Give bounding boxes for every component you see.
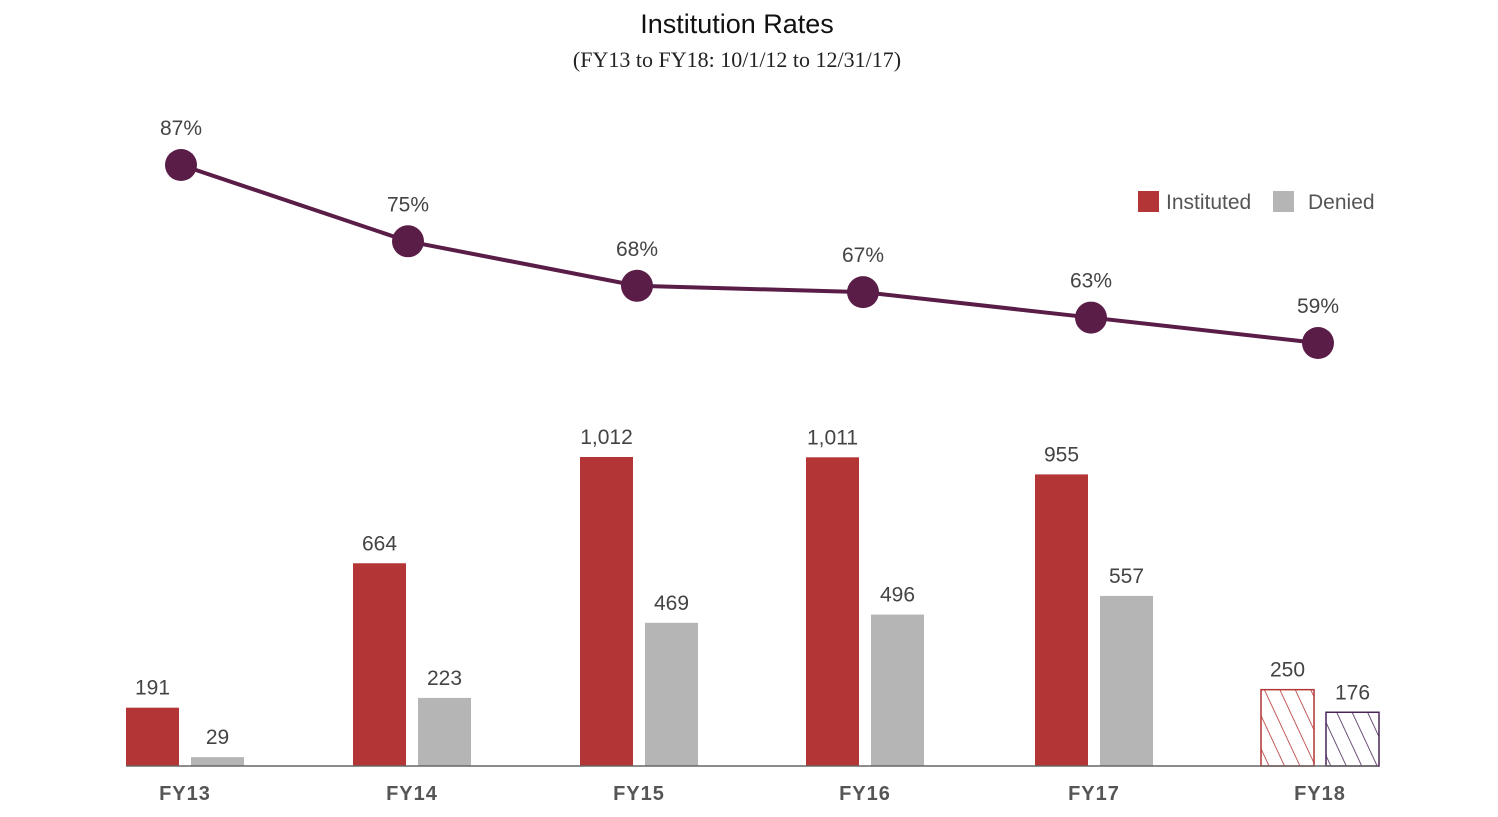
legend: Instituted Denied [1138, 191, 1375, 214]
value-label-denied-fy18: 176 [1335, 681, 1370, 704]
category-label-fy17: FY17 [1068, 783, 1120, 805]
value-label-instituted-fy17: 955 [1044, 443, 1079, 466]
rate-point-fy17 [1075, 301, 1107, 334]
legend-label-denied: Denied [1308, 191, 1375, 214]
chart-title: Institution Rates [640, 9, 834, 39]
rate-point-fy14 [392, 225, 424, 258]
category-labels: FY13 FY14 FY15 FY16 FY17 FY18 [159, 783, 1346, 805]
rate-point-fy18 [1302, 327, 1334, 359]
value-label-instituted-fy14: 664 [362, 532, 397, 555]
value-label-denied-fy15: 469 [654, 592, 689, 615]
category-label-fy18: FY18 [1294, 783, 1346, 805]
bar-denied-fy18 [1325, 711, 1380, 767]
bar-instituted-fy14 [353, 563, 406, 766]
bar-denied-fy14 [418, 697, 471, 766]
bar-instituted-fy13 [126, 707, 179, 766]
category-label-fy13: FY13 [159, 783, 211, 805]
value-label-denied-fy16: 496 [880, 584, 915, 607]
bar-denied-fy16 [871, 614, 924, 766]
bar-denied-fy15 [645, 622, 698, 766]
bar-instituted-fy15 [580, 457, 633, 766]
value-label-instituted-fy13: 191 [135, 677, 170, 700]
bars-group: 191 29 664 223 1,012 469 1,011 496 955 557 250 176 [126, 426, 1380, 767]
bar-denied-fy13 [191, 757, 244, 766]
category-label-fy15: FY15 [613, 783, 665, 805]
rate-label-fy16: 67% [842, 244, 884, 267]
value-label-denied-fy14: 223 [427, 667, 462, 690]
rate-label-fy15: 68% [616, 238, 658, 261]
rate-label-fy13: 87% [160, 117, 202, 140]
value-label-instituted-fy16: 1,011 [807, 426, 858, 449]
legend-label-instituted: Instituted [1166, 191, 1251, 214]
rate-point-fy13 [165, 149, 197, 181]
value-label-instituted-fy15: 1,012 [580, 426, 633, 449]
bar-denied-fy17 [1100, 595, 1153, 766]
legend-swatch-denied [1273, 191, 1294, 212]
rate-line-group: 87% 75% 68% 67% 63% 59% [160, 117, 1339, 359]
bar-instituted-fy18 [1260, 688, 1315, 767]
legend-swatch-instituted [1138, 191, 1159, 212]
rate-line [180, 163, 1319, 345]
rate-point-fy15 [621, 269, 653, 302]
bar-instituted-fy17 [1035, 474, 1088, 766]
value-label-instituted-fy18: 250 [1270, 659, 1305, 682]
chart-subtitle: (FY13 to FY18: 10/1/12 to 12/31/17) [573, 47, 901, 72]
value-label-denied-fy17: 557 [1109, 565, 1144, 588]
bar-instituted-fy16 [806, 457, 859, 766]
rate-label-fy17: 63% [1070, 270, 1112, 293]
rate-point-fy16 [847, 276, 879, 309]
category-label-fy16: FY16 [839, 783, 891, 805]
rate-label-fy14: 75% [387, 193, 429, 216]
value-label-denied-fy13: 29 [206, 726, 229, 749]
rate-label-fy18: 59% [1297, 295, 1339, 318]
category-label-fy14: FY14 [386, 783, 438, 805]
